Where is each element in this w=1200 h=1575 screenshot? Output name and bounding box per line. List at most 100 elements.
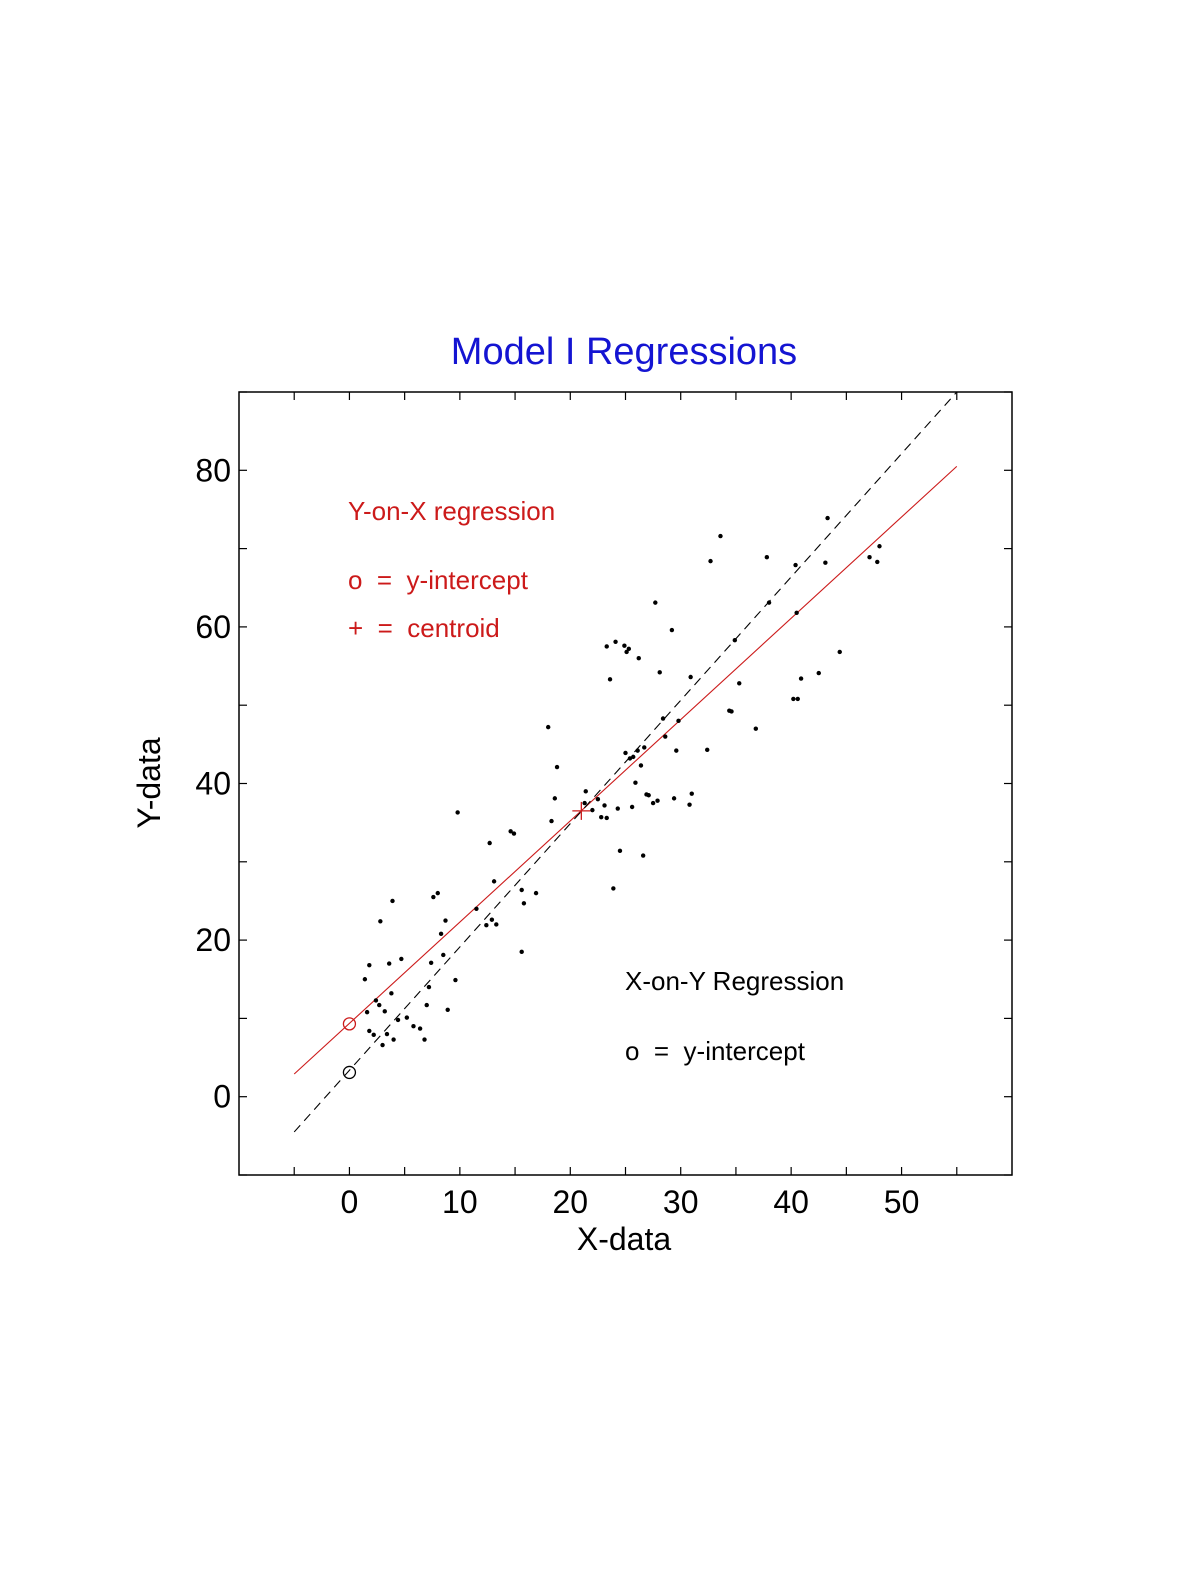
data-point xyxy=(604,815,609,821)
data-point xyxy=(373,998,379,1003)
data-point xyxy=(816,670,821,676)
data-point xyxy=(435,890,440,896)
data-point xyxy=(825,515,830,521)
data-point xyxy=(426,984,432,990)
data-point xyxy=(877,544,882,549)
data-point xyxy=(766,600,772,605)
data-point xyxy=(629,804,635,810)
data-point xyxy=(623,750,628,756)
data-point xyxy=(443,918,448,923)
axis-tick-labels: 0 10 20 30 40 50 0 20 40 60 80 xyxy=(195,452,919,1220)
data-point xyxy=(519,887,524,893)
x-tick-label: 10 xyxy=(442,1184,478,1220)
data-point xyxy=(875,559,880,565)
data-point xyxy=(602,803,607,808)
data-point xyxy=(640,853,646,858)
data-point xyxy=(794,610,799,616)
data-point xyxy=(395,1017,401,1023)
data-point xyxy=(604,644,609,649)
data-point xyxy=(671,796,677,801)
data-point xyxy=(689,791,694,796)
data-point xyxy=(611,886,616,891)
data-point xyxy=(474,906,479,911)
data-point xyxy=(753,726,759,731)
data-point xyxy=(660,716,666,721)
data-point xyxy=(438,931,444,937)
x-tick-label: 0 xyxy=(341,1184,359,1220)
data-point xyxy=(657,670,662,675)
data-point xyxy=(823,560,828,565)
data-point xyxy=(729,709,734,714)
data-point xyxy=(599,814,604,820)
data-point xyxy=(519,949,524,955)
data-point xyxy=(431,894,436,900)
data-point xyxy=(546,724,551,730)
data-point xyxy=(793,562,798,568)
regression-lines xyxy=(293,391,958,1133)
data-point xyxy=(377,1002,382,1008)
data-point xyxy=(380,1042,385,1048)
data-point xyxy=(489,917,495,922)
data-point xyxy=(362,977,368,982)
data-point xyxy=(583,789,588,794)
data-point xyxy=(445,1007,450,1012)
data-point xyxy=(491,879,497,884)
data-point xyxy=(708,558,713,564)
data-point xyxy=(653,600,658,605)
x-axis-label: X-data xyxy=(577,1221,671,1257)
y-tick-label: 0 xyxy=(213,1079,231,1115)
data-point xyxy=(367,1028,372,1034)
data-point xyxy=(590,807,595,813)
data-point xyxy=(422,1037,427,1042)
data-points xyxy=(362,515,882,1048)
data-point xyxy=(669,627,675,633)
data-point xyxy=(674,748,679,753)
data-point xyxy=(633,780,638,785)
data-point xyxy=(718,533,723,539)
data-point xyxy=(764,555,770,560)
y-tick-label: 60 xyxy=(195,609,231,645)
x-tick-label: 40 xyxy=(773,1184,809,1220)
data-point xyxy=(417,1026,423,1031)
x-tick-label: 20 xyxy=(552,1184,588,1220)
y-on-x-intercept-key: o = y-intercept xyxy=(348,565,529,595)
data-point xyxy=(646,793,651,798)
data-point xyxy=(453,977,458,983)
data-point xyxy=(390,898,395,904)
data-point xyxy=(367,962,372,968)
x-tick-label: 50 xyxy=(884,1184,920,1220)
data-point xyxy=(607,677,613,682)
data-point xyxy=(737,681,742,686)
data-point xyxy=(455,810,460,815)
data-point xyxy=(554,764,560,770)
data-point xyxy=(688,674,693,680)
data-point xyxy=(655,798,660,803)
data-point xyxy=(795,696,800,702)
data-point xyxy=(617,848,623,854)
data-point xyxy=(732,638,738,643)
data-point xyxy=(622,643,627,648)
data-point xyxy=(613,639,618,644)
data-point xyxy=(521,901,527,906)
y-tick-label: 20 xyxy=(195,922,231,958)
data-point xyxy=(371,1032,376,1038)
y-axis-label: Y-data xyxy=(131,737,167,829)
data-point xyxy=(798,676,804,681)
y-on-x-regression-line xyxy=(293,465,958,1075)
data-point xyxy=(638,763,644,768)
data-point xyxy=(791,696,796,702)
data-point xyxy=(382,1009,387,1014)
data-point xyxy=(399,956,404,962)
data-point xyxy=(636,656,641,661)
data-point xyxy=(508,829,513,834)
y-tick-label: 80 xyxy=(195,452,231,488)
data-point xyxy=(663,734,668,739)
data-point xyxy=(676,718,681,724)
data-point xyxy=(511,831,517,836)
data-point xyxy=(494,922,499,927)
data-point xyxy=(533,890,539,896)
data-point xyxy=(624,649,629,655)
data-point xyxy=(364,1009,370,1015)
x-on-y-intercept-marker xyxy=(342,1065,357,1080)
